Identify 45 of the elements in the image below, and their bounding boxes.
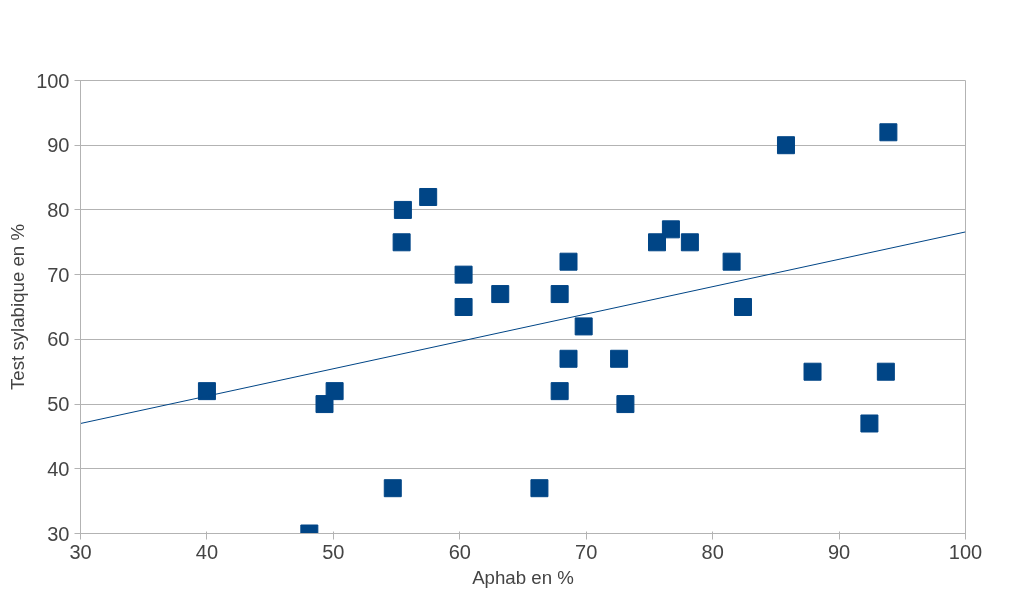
- y-tick-label: 80: [47, 198, 70, 221]
- point: [661, 220, 680, 239]
- point: [419, 187, 438, 206]
- y-tick-label: 50: [47, 393, 70, 416]
- x-tick-label: 80: [701, 540, 724, 563]
- x-tick-label: 30: [69, 540, 92, 563]
- point: [530, 479, 549, 498]
- point: [616, 395, 635, 414]
- point: [559, 349, 578, 368]
- y-axis-title: Test sylabique en %: [7, 224, 29, 390]
- point: [454, 265, 473, 284]
- point: [574, 317, 593, 336]
- point: [680, 233, 699, 252]
- point: [383, 479, 402, 498]
- point: [550, 382, 569, 401]
- point: [733, 298, 752, 316]
- y-tick-label: 100: [36, 69, 70, 92]
- point: [393, 200, 412, 219]
- x-tick-label: 70: [575, 540, 598, 563]
- x-tick-label: 90: [827, 540, 851, 563]
- y-tick-label: 70: [47, 263, 70, 286]
- y-tick-label: 30: [47, 522, 70, 545]
- point: [776, 136, 795, 155]
- point: [454, 298, 473, 316]
- x-tick-label: 60: [448, 540, 471, 563]
- point: [722, 252, 741, 271]
- point: [610, 349, 629, 368]
- point: [876, 362, 895, 381]
- point: [392, 233, 411, 252]
- point: [648, 233, 667, 252]
- x-tick-label: 50: [322, 540, 345, 563]
- point: [860, 414, 879, 433]
- point: [803, 362, 822, 381]
- x-axis-title: Aphab en %: [472, 566, 574, 588]
- point: [879, 123, 898, 142]
- point: [491, 285, 510, 304]
- point: [550, 285, 569, 304]
- point: [559, 252, 578, 271]
- x-tick-label: 100: [948, 540, 983, 563]
- y-tick-label: 60: [47, 328, 70, 351]
- x-tick-label: 40: [195, 540, 219, 563]
- y-tick-label: 40: [47, 457, 70, 480]
- y-tick-label: 90: [47, 134, 70, 157]
- point: [197, 382, 216, 401]
- point: [325, 382, 344, 401]
